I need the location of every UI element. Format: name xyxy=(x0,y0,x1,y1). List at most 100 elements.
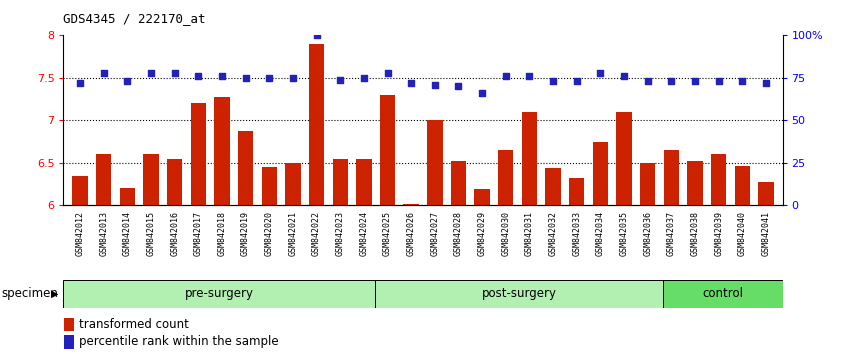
Point xyxy=(357,75,371,81)
Text: GSM842033: GSM842033 xyxy=(572,211,581,256)
Text: GSM842025: GSM842025 xyxy=(383,211,392,256)
Point xyxy=(381,70,394,76)
Text: GSM842014: GSM842014 xyxy=(123,211,132,256)
Bar xyxy=(119,188,135,205)
Point xyxy=(452,84,465,89)
Bar xyxy=(640,163,656,205)
Bar xyxy=(498,150,514,205)
Bar xyxy=(72,176,88,205)
Bar xyxy=(569,178,585,205)
Point xyxy=(310,33,323,38)
Bar xyxy=(332,159,348,205)
Text: post-surgery: post-surgery xyxy=(481,287,557,300)
Bar xyxy=(63,280,375,308)
Text: pre-surgery: pre-surgery xyxy=(184,287,254,300)
Point xyxy=(239,75,252,81)
Text: GSM842022: GSM842022 xyxy=(312,211,321,256)
Bar xyxy=(380,95,395,205)
Point xyxy=(523,73,536,79)
Text: GSM842030: GSM842030 xyxy=(502,211,510,256)
Point xyxy=(499,73,513,79)
Text: GSM842016: GSM842016 xyxy=(170,211,179,256)
Bar xyxy=(451,161,466,205)
Bar xyxy=(522,112,537,205)
Bar xyxy=(546,168,561,205)
Bar xyxy=(64,335,74,349)
Text: GSM842012: GSM842012 xyxy=(75,211,85,256)
Bar xyxy=(734,166,750,205)
Point xyxy=(215,73,228,79)
Point xyxy=(97,70,111,76)
Bar xyxy=(404,204,419,205)
Text: GSM842013: GSM842013 xyxy=(99,211,108,256)
Bar xyxy=(617,112,632,205)
Text: GSM842038: GSM842038 xyxy=(690,211,700,256)
Text: GSM842020: GSM842020 xyxy=(265,211,274,256)
Bar xyxy=(758,182,774,205)
Point xyxy=(144,70,157,76)
Point xyxy=(594,70,607,76)
Point xyxy=(759,80,772,86)
Text: GSM842035: GSM842035 xyxy=(619,211,629,256)
Text: GSM842024: GSM842024 xyxy=(360,211,368,256)
Point xyxy=(191,73,205,79)
Point xyxy=(475,90,489,96)
Bar xyxy=(593,142,608,205)
Bar xyxy=(475,189,490,205)
Point xyxy=(641,79,655,84)
Point xyxy=(428,82,442,87)
Text: GSM842023: GSM842023 xyxy=(336,211,344,256)
Point xyxy=(689,79,702,84)
Point xyxy=(286,75,299,81)
Text: percentile rank within the sample: percentile rank within the sample xyxy=(80,336,279,348)
Point xyxy=(262,75,276,81)
Bar xyxy=(662,280,783,308)
Point xyxy=(712,79,726,84)
Bar xyxy=(711,154,727,205)
Text: GSM842029: GSM842029 xyxy=(478,211,486,256)
Bar xyxy=(214,97,229,205)
Bar xyxy=(309,44,324,205)
Text: GSM842036: GSM842036 xyxy=(643,211,652,256)
Bar xyxy=(356,159,371,205)
Text: GSM842021: GSM842021 xyxy=(288,211,298,256)
Text: GSM842037: GSM842037 xyxy=(667,211,676,256)
Text: control: control xyxy=(702,287,743,300)
Bar xyxy=(64,318,74,331)
Text: GSM842039: GSM842039 xyxy=(714,211,723,256)
Bar xyxy=(663,150,679,205)
Point xyxy=(404,80,418,86)
Bar xyxy=(261,167,277,205)
Text: GDS4345 / 222170_at: GDS4345 / 222170_at xyxy=(63,12,206,25)
Text: GSM842032: GSM842032 xyxy=(548,211,558,256)
Text: specimen: specimen xyxy=(2,287,58,300)
Point xyxy=(333,77,347,82)
Text: GSM842027: GSM842027 xyxy=(431,211,439,256)
Text: transformed count: transformed count xyxy=(80,318,190,331)
Point xyxy=(570,79,584,84)
Text: GSM842015: GSM842015 xyxy=(146,211,156,256)
Point xyxy=(74,80,87,86)
Text: GSM842034: GSM842034 xyxy=(596,211,605,256)
Point xyxy=(665,79,678,84)
Text: GSM842041: GSM842041 xyxy=(761,211,771,256)
Text: GSM842031: GSM842031 xyxy=(525,211,534,256)
Text: GSM842026: GSM842026 xyxy=(407,211,415,256)
Text: GSM842028: GSM842028 xyxy=(454,211,463,256)
Point xyxy=(735,79,749,84)
Text: ▶: ▶ xyxy=(51,289,58,299)
Bar xyxy=(143,154,159,205)
Bar xyxy=(375,280,662,308)
Bar xyxy=(427,120,442,205)
Bar xyxy=(167,159,183,205)
Point xyxy=(168,70,181,76)
Bar xyxy=(285,163,300,205)
Text: GSM842040: GSM842040 xyxy=(738,211,747,256)
Text: GSM842017: GSM842017 xyxy=(194,211,203,256)
Bar xyxy=(687,161,703,205)
Point xyxy=(547,79,560,84)
Text: GSM842019: GSM842019 xyxy=(241,211,250,256)
Point xyxy=(618,73,631,79)
Bar xyxy=(190,103,206,205)
Point xyxy=(120,79,134,84)
